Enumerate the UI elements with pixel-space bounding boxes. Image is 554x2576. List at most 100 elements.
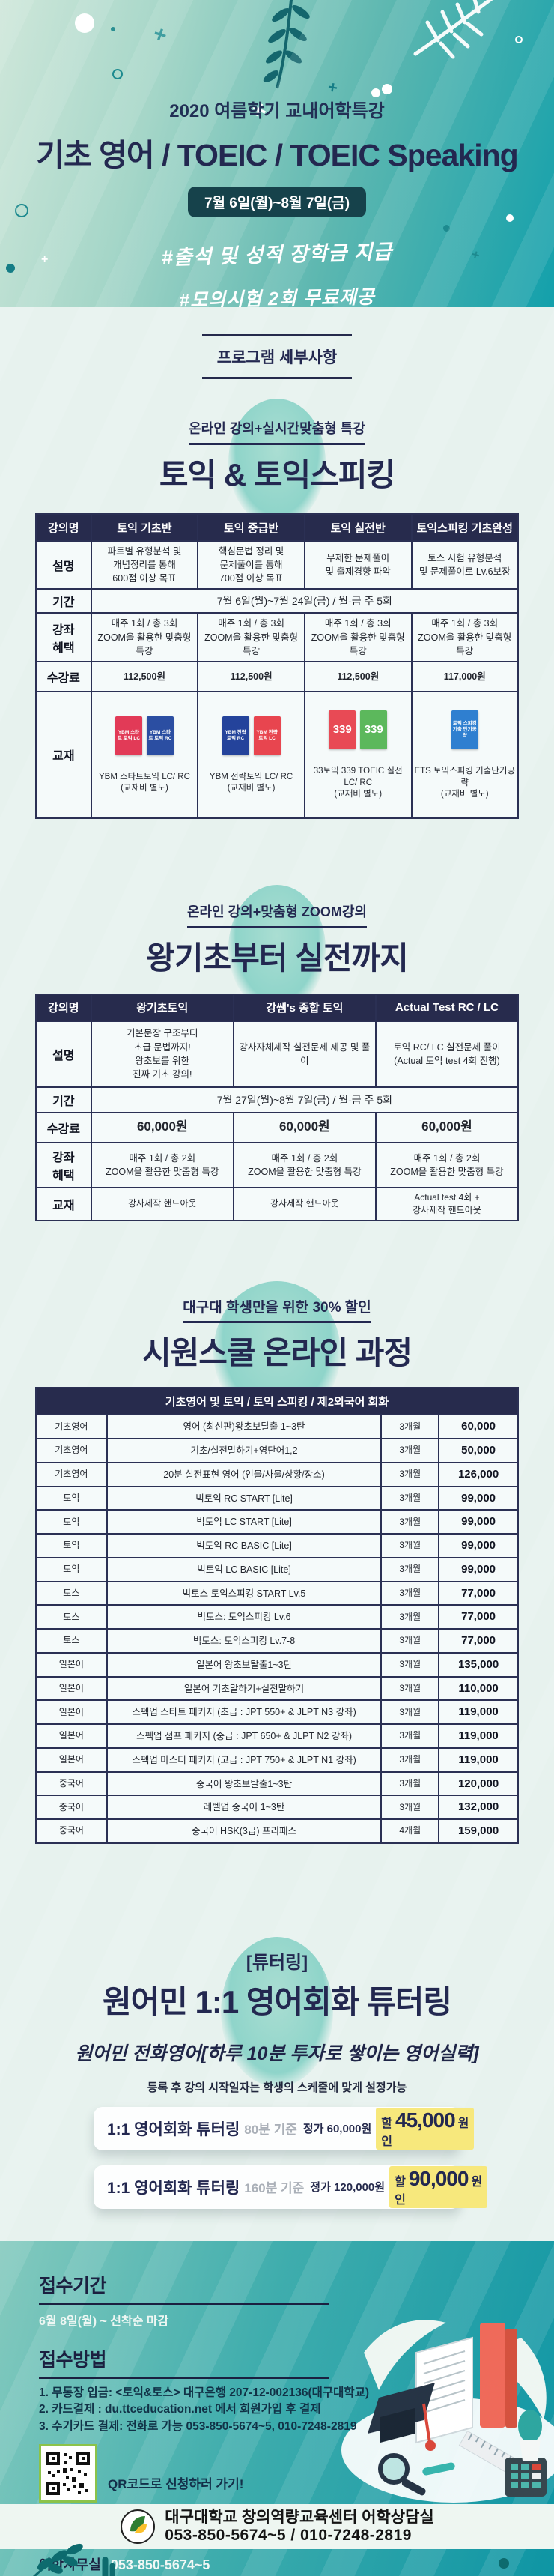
tutoring-tag: [튜터링] <box>246 1952 308 1973</box>
duration-cell: 3개월 <box>380 1604 440 1630</box>
cell: 파트별 유형분석 및 개념정리를 통해 600점 이상 목표 <box>90 539 199 590</box>
col-header: 강의명 <box>35 513 92 542</box>
fee-cell: 60,000원 <box>232 1111 377 1143</box>
table-row: 기간 7월 6일(월)~7월 24일(금) / 월-금 주 5회 <box>35 588 520 614</box>
qr-label: QR코드로 신청하러 가기! <box>108 2477 244 2492</box>
card-sale-price: 할인 45,000 원 <box>376 2107 475 2150</box>
fee-cell: 112,500원 <box>197 660 305 692</box>
cell: Actual test 4회 + 강사제작 핸드아웃 <box>374 1186 520 1222</box>
study-illustration <box>341 2320 554 2503</box>
duration-cell: 3개월 <box>380 1533 440 1558</box>
contact-list: 어학사무실 053-850-5674~5 어학담당자 010-7248-2819 <box>39 2554 554 2576</box>
sale-value: 90,000 <box>408 2166 469 2190</box>
table-header-row: 기초영어 및 토익 / 토익 스피킹 / 제2외국어 회화 <box>35 1387 519 1416</box>
textbook-cell: YBM 전략토익 RC YBM 전략토익 LC YBM 전략토익 LC/ RC … <box>197 690 305 819</box>
fee-cell: 112,500원 <box>303 660 413 692</box>
card-regular-price: 정가 60,000원 <box>302 2123 372 2136</box>
price-cell: 77,000 <box>438 1580 519 1606</box>
course-row: 토익 빅토익 RC START [Lite] 3개월 99,000 <box>35 1485 519 1511</box>
fee-cell: 60,000원 <box>374 1111 520 1143</box>
course-cell: 기초/실전말하기+영단어1,2 <box>106 1438 383 1463</box>
sale-value: 45,000 <box>395 2108 456 2132</box>
apply-method-title: 접수방법 <box>39 2350 107 2371</box>
course-cell: 중국어 HSK(3급) 프리패스 <box>106 1818 383 1844</box>
decor-dot <box>443 225 450 232</box>
course-cell: 빅토스: 토익스피킹 Lv.6 <box>106 1604 383 1630</box>
cell: 매주 1회 / 총 3회 ZOOM을 활용한 맞춤형 특강 <box>90 612 199 662</box>
table-row: 수강료 60,000원 60,000원 60,000원 <box>35 1111 520 1143</box>
contact-phone: 053-850-5674~5 <box>110 2557 210 2573</box>
row-label: 기간 <box>35 588 92 614</box>
date-badge: 7월 6일(월)~8월 7일(금) <box>187 187 367 217</box>
course-cell: 빅토익 LC BASIC [Lite] <box>106 1556 383 1582</box>
row-label: 교재 <box>35 690 92 819</box>
col-header: 강의명 <box>35 993 92 1022</box>
cell: 강사자체제작 실전문제 제공 및 풀이 <box>232 1020 377 1088</box>
card-sale-price: 할인 90,000 원 <box>389 2165 488 2208</box>
duration-cell: 4개월 <box>380 1818 440 1844</box>
category-cell: 토스 <box>35 1580 108 1606</box>
duration-cell: 3개월 <box>380 1438 440 1463</box>
footer-bar: 대구대학교 창의역량교육센터 어학상담실 053-850-5674~5 / 01… <box>0 2504 554 2549</box>
divider <box>39 2303 329 2305</box>
category-cell: 기초영어 <box>35 1461 108 1487</box>
table-header-row: 강의명 토익 기초반 토익 중급반 토익 실전반 토익스피킹 기초완성 <box>35 513 520 542</box>
textbook-cell: YBM 스타트 토익 LC YBM 스타트 토익 RC YBM 스타트토익 LC… <box>90 690 199 819</box>
cell: 토익 RC/ LC 실전문제 풀이 (Actual 토익 test 4회 진행) <box>374 1020 520 1088</box>
course-cell: 영어 (최신판)왕초보탈출 1~3탄 <box>106 1414 383 1440</box>
hero-section: + + + + + 2020 여름학기 교내어학특강 기초 영어 / TOEIC… <box>0 0 554 307</box>
category-cell: 기초영어 <box>35 1414 108 1440</box>
course-cell: 스펙업 스타트 패키지 (초급 : JPT 550+ & JLPT N3 강좌) <box>106 1699 383 1726</box>
course-cell: 스펙업 마스터 패키지 (고급 : JPT 750+ & JLPT N1 강좌) <box>106 1747 383 1773</box>
decor-dot <box>515 36 523 43</box>
magnifier <box>378 2453 426 2496</box>
tutoring-card-80min: 1:1 영어회화 튜터링 80분 기준 정가 60,000원 할인 45,000… <box>94 2106 475 2150</box>
program-details-label: 프로그램 세부사항 <box>202 334 352 379</box>
course-row: 토익 빅토익 RC BASIC [Lite] 3개월 99,000 <box>35 1533 519 1558</box>
textbook-cell: 339 339 33토익 339 TOEIC 실전 LC/ RC (교재비 별도… <box>303 690 413 819</box>
graduation-cap <box>368 2383 436 2451</box>
book-caption: YBM 스타트토익 LC/ RC (교재비 별도) <box>98 772 190 793</box>
col-header: Actual Test RC / LC <box>374 993 520 1022</box>
book-covers: YBM 스타트 토익 LC YBM 스타트 토익 RC <box>94 716 196 755</box>
course-row: 기초영어 기초/실전말하기+영단어1,2 3개월 50,000 <box>35 1438 519 1463</box>
category-cell: 토익 <box>35 1533 108 1558</box>
duration-cell: 3개월 <box>380 1675 440 1702</box>
cell: 매주 1회 / 총 2회 ZOOM을 활용한 맞춤형 특강 <box>232 1141 377 1188</box>
table-row: 강좌 혜택 매주 1회 / 총 2회 ZOOM을 활용한 맞춤형 특강 매주 1… <box>35 1141 520 1188</box>
decor-plus: + <box>326 77 340 97</box>
book-caption: YBM 전략토익 LC/ RC (교재비 별도) <box>209 772 293 793</box>
hero-title: 기초 영어 / TOEIC / TOEIC Speaking <box>36 138 518 172</box>
duration-cell: 3개월 <box>380 1556 440 1582</box>
section-toeic-speaking: 온라인 강의+실시간맞춤형 특강 토익 & 토익스피킹 강의명 토익 기초반 토… <box>0 399 554 819</box>
book-cover: YBM 스타트 토익 RC <box>146 716 174 755</box>
course-row: 토익 빅토익 LC BASIC [Lite] 3개월 99,000 <box>35 1556 519 1582</box>
course-cell: 빅토익 RC START [Lite] <box>106 1485 383 1511</box>
price-cell: 119,000 <box>438 1723 519 1749</box>
decor-dot <box>382 84 392 94</box>
course-cell: 스펙업 점프 패키지 (중급 : JPT 650+ & JLPT N2 강좌) <box>106 1723 383 1749</box>
book-cover: 339 <box>360 710 388 749</box>
apply-period-value: 6월 8일(월) ~ 선착순 마감 <box>39 2315 169 2328</box>
price-cell: 120,000 <box>438 1771 519 1797</box>
price-cell: 50,000 <box>438 1438 519 1463</box>
price-cell: 119,000 <box>438 1699 519 1726</box>
tutoring-tagline: 원어민 전화영어[하루 10분 투자로 쌓이는 영어실력] <box>75 2043 479 2064</box>
palm-leaf-icon <box>413 0 493 59</box>
price-cell: 77,000 <box>438 1604 519 1630</box>
category-cell: 일본어 <box>35 1699 108 1726</box>
course-cell: 빅토스: 토익스피킹 Lv.7-8 <box>106 1628 383 1654</box>
method-item: 1. 무통장 입금: <토익&토스> 대구은행 207-12-002136(대구… <box>39 2386 370 2399</box>
book-caption: 33토익 339 TOEIC 실전 LC/ RC (교재비 별도) <box>313 767 403 799</box>
duration-cell: 3개월 <box>380 1509 440 1535</box>
calculator <box>505 2458 547 2497</box>
category-cell: 토익 <box>35 1485 108 1511</box>
section2-title: 왕기초부터 실전까지 <box>146 940 408 976</box>
contact-row: 어학사무실 053-850-5674~5 <box>39 2554 554 2574</box>
egg-decor <box>221 1936 333 2087</box>
course-row: 일본어 스펙업 점프 패키지 (중급 : JPT 650+ & JLPT N2 강… <box>35 1723 519 1749</box>
category-cell: 토익 <box>35 1556 108 1582</box>
section3-pretitle: 대구대 학생만을 위한 30% 할인 <box>183 1296 371 1324</box>
duration-cell: 3개월 <box>380 1461 440 1487</box>
